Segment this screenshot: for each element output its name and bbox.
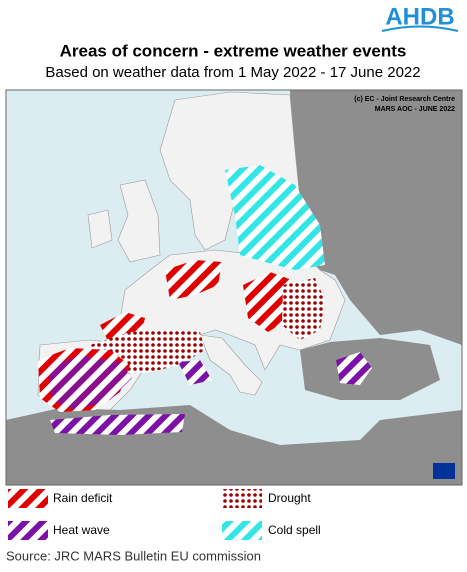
rain-deficit-area [165,260,222,300]
legend-label: Heat wave [53,523,110,537]
heat-wave-area [48,355,132,410]
title: Areas of concern - extreme weather event… [60,41,407,60]
legend-swatch [8,521,48,540]
eu-flag [433,463,455,479]
russia [290,90,462,345]
rain-deficit-area [243,272,292,332]
legend-label: Cold spell [268,523,321,537]
ireland [87,209,113,249]
map-credit: (c) EC - Joint Research Centre [354,96,455,103]
heat-wave-area [178,360,212,385]
italy [199,334,263,396]
heat-wave-area [50,414,185,435]
legend-swatch [8,489,48,508]
cold-spell-area [225,165,325,270]
legend-label: Drought [268,491,311,505]
heat-wave-area [336,352,372,385]
drought-area [282,278,325,340]
legend-label: Rain deficit [53,491,113,505]
map-code: MARS AOC - JUNE 2022 [375,106,455,113]
logo-swoosh [381,25,459,32]
map: (c) EC - Joint Research Centre MARS AOC … [6,90,462,485]
source: Source: JRC MARS Bulletin EU commission [6,548,261,563]
uk [117,179,161,263]
legend-swatch [222,489,262,508]
subtitle: Based on weather data from 1 May 2022 - … [45,64,420,81]
map-frame [5,89,463,486]
legend-swatch [222,521,262,540]
